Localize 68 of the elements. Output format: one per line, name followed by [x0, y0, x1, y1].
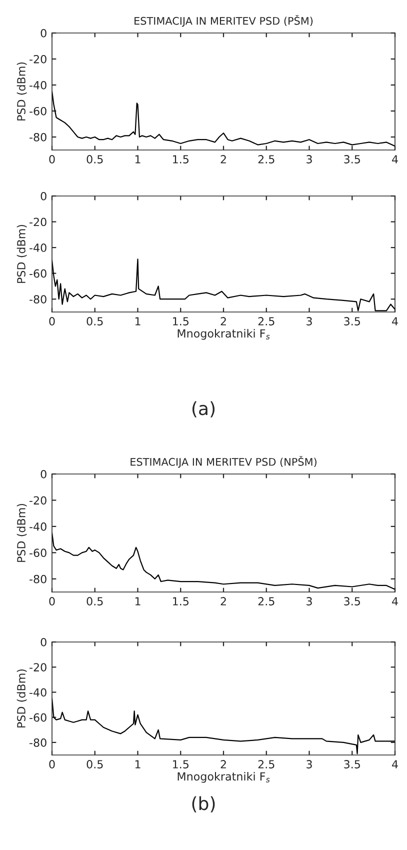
y-tick-label: -40 [30, 522, 46, 531]
y-tick-label: -20 [30, 496, 46, 505]
x-axis-title: Mnogokratniki F$_{s}$ [178, 772, 270, 783]
x-tick-label: 3.5 [344, 760, 360, 768]
x-tick-label: 3 [306, 155, 312, 164]
x-tick-label: 2.5 [258, 155, 274, 164]
y-tick-label: 0 [40, 28, 46, 38]
chart-title: ESTIMACIJA IN MERITEV PSD (NPŠM) [130, 456, 316, 468]
x-tick-label: 3 [306, 317, 312, 326]
x-tick-label: 1 [135, 317, 140, 326]
x-tick-label: 2 [220, 760, 226, 768]
x-tick-label: 2 [220, 317, 226, 326]
x-tick-label: 0.5 [86, 317, 103, 326]
x-tick-label: 1.5 [173, 760, 188, 768]
y-tick-label: -60 [30, 269, 46, 278]
chart-title: ESTIMACIJA IN MERITEV PSD (PŠM) [134, 15, 313, 27]
y-tick-label: -60 [30, 713, 46, 722]
x-axis-title: Mnogokratniki F$_{s}$ [178, 329, 270, 340]
x-tick-label: 2 [220, 155, 226, 164]
y-axis-title: PSD (dBm) [16, 669, 27, 728]
y-tick-label: -80 [30, 295, 46, 304]
x-tick-label: 2.5 [258, 760, 274, 768]
y-tick-label: 0 [40, 470, 46, 478]
x-tick-label: 2.5 [258, 317, 274, 326]
x-tick-label: 4 [392, 760, 398, 768]
y-tick-label: -60 [30, 106, 46, 116]
x-tick-label: 1.5 [173, 155, 188, 164]
y-tick-label: -40 [30, 688, 46, 697]
text: (b) [192, 796, 215, 812]
y-tick-label: -60 [30, 548, 46, 558]
x-tick-label: 1.5 [173, 317, 188, 326]
x-tick-label: 0 [49, 760, 55, 768]
x-tick-label: 0 [49, 317, 55, 326]
y-tick-label: -20 [30, 663, 46, 672]
x-tick-label: 1 [135, 597, 140, 606]
x-tick-label: 0.5 [86, 760, 103, 768]
line-series [52, 532, 395, 590]
x-tick-label: 4 [392, 317, 398, 326]
x-tick-label: 1 [135, 760, 140, 768]
x-tick-label: 2 [220, 597, 226, 606]
text: (a) [192, 401, 215, 418]
x-tick-label: 4 [392, 155, 398, 164]
x-tick-label: 0.5 [86, 155, 103, 164]
y-axis-title: PSD (dBm) [16, 224, 27, 283]
line-series [52, 90, 395, 147]
y-tick-label: -80 [30, 574, 46, 584]
x-tick-label: 4 [392, 597, 398, 606]
x-tick-label: 3.5 [344, 155, 360, 164]
x-tick-label: 0 [49, 597, 55, 606]
y-axis-title: PSD (dBm) [16, 504, 27, 562]
y-tick-label: -80 [30, 738, 46, 747]
x-tick-label: 1.5 [173, 597, 188, 606]
x-tick-label: 1 [135, 155, 140, 164]
x-tick-label: 3 [306, 597, 312, 606]
y-tick-label: 0 [40, 638, 46, 646]
y-tick-label: -20 [30, 218, 46, 226]
y-tick-label: -40 [30, 244, 46, 252]
x-tick-label: 0 [49, 155, 55, 164]
x-tick-label: 3 [306, 760, 312, 768]
x-tick-label: 3.5 [344, 597, 360, 606]
y-tick-label: 0 [40, 192, 46, 200]
x-tick-label: 3.5 [344, 317, 360, 326]
x-tick-label: 2.5 [258, 597, 274, 606]
y-tick-label: -40 [30, 80, 46, 90]
y-axis-title: PSD (dBm) [16, 62, 27, 120]
y-tick-label: -80 [30, 132, 46, 142]
x-tick-label: 0.5 [86, 597, 103, 606]
y-tick-label: -20 [30, 54, 46, 64]
